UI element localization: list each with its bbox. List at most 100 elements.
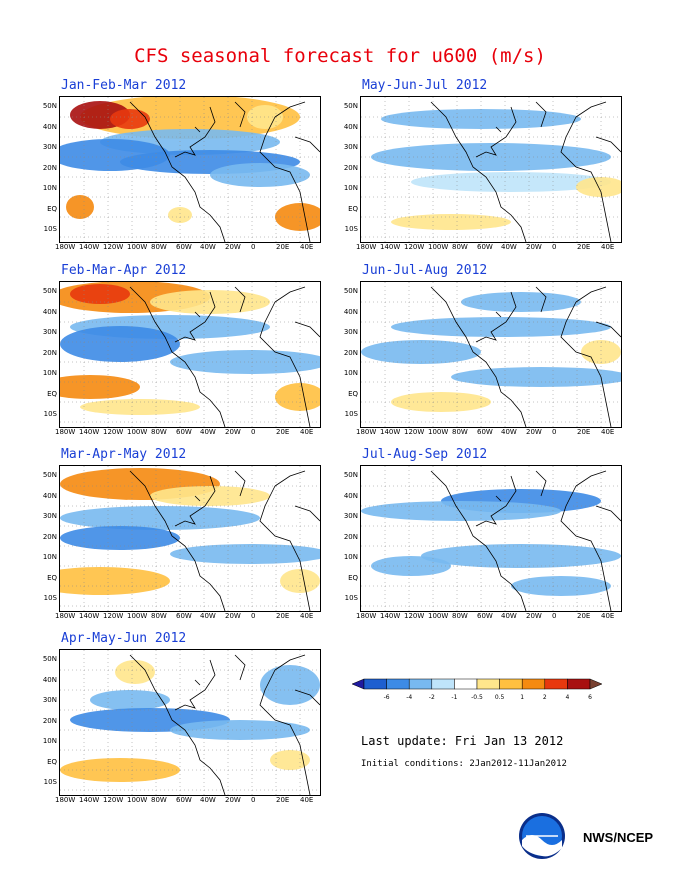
longitude-label: 80W <box>452 612 468 620</box>
longitude-label: 140W <box>380 428 401 436</box>
latitude-label: 50N <box>42 102 57 110</box>
longitude-label: 120W <box>404 243 425 251</box>
longitude-label: 20E <box>276 796 290 804</box>
longitude-label: 140W <box>79 243 100 251</box>
colorbar-segment <box>499 678 523 690</box>
latitude-label: 50N <box>42 655 57 663</box>
longitude-label: 100W <box>127 243 148 251</box>
longitude-label: 60W <box>176 428 192 436</box>
longitude-label: 60W <box>176 612 192 620</box>
longitude-label: 60W <box>477 428 493 436</box>
colorbar: -6 -4 -2 -1 -0.5 0.5 1 2 4 6 <box>351 677 632 707</box>
longitude-label: 20E <box>577 612 591 620</box>
panel-title: Jan-Feb-Mar 2012 <box>61 78 187 93</box>
latitude-label: 10S <box>43 594 57 602</box>
colorbar-label: 1 <box>520 694 524 701</box>
initial-conditions: Initial conditions: 2Jan2012-11Jan2012 <box>361 759 567 769</box>
panel-title: Jul-Aug-Sep 2012 <box>362 447 488 462</box>
noaa-logo <box>518 812 566 860</box>
longitude-label: 180W <box>55 428 76 436</box>
longitude-label: 20W <box>225 796 241 804</box>
longitude-label: 40W <box>501 243 517 251</box>
longitude-label: 120W <box>103 428 124 436</box>
latitude-label: 10N <box>42 184 57 192</box>
latitude-label: 40N <box>343 123 358 131</box>
longitude-label: 180W <box>55 243 76 251</box>
longitude-label: 80W <box>452 243 468 251</box>
colorbar-segment <box>386 678 410 690</box>
longitude-label: 80W <box>151 428 167 436</box>
colorbar-label: 4 <box>565 694 569 701</box>
longitude-label: 140W <box>380 612 401 620</box>
latitude-label: EQ <box>348 205 358 213</box>
colorbar-label: -4 <box>406 694 412 701</box>
longitude-label: 20W <box>225 612 241 620</box>
latitude-label: 30N <box>42 328 57 336</box>
longitude-label: 60W <box>477 243 493 251</box>
longitude-label: 80W <box>151 796 167 804</box>
longitude-label: 140W <box>380 243 401 251</box>
colorbar-segment <box>431 678 455 690</box>
latitude-label: 40N <box>42 308 57 316</box>
colorbar-segment <box>476 678 500 690</box>
latitude-label: 40N <box>42 676 57 684</box>
longitude-label: 40E <box>300 796 314 804</box>
latitude-label: 50N <box>343 471 358 479</box>
longitude-label: 0 <box>251 612 256 620</box>
colorbar-label: -2 <box>429 694 435 701</box>
longitude-label: 40E <box>300 243 314 251</box>
latitude-label: EQ <box>47 574 57 582</box>
longitude-label: 40W <box>200 612 216 620</box>
latitude-label: 10N <box>343 553 358 561</box>
latitude-label: 10S <box>43 778 57 786</box>
forecast-map <box>59 649 321 796</box>
latitude-label: 30N <box>343 143 358 151</box>
latitude-label: 30N <box>343 512 358 520</box>
longitude-label: 100W <box>428 428 449 436</box>
latitude-label: 30N <box>343 328 358 336</box>
panel-title: Feb-Mar-Apr 2012 <box>61 263 187 278</box>
longitude-label: 120W <box>404 428 425 436</box>
longitude-label: 180W <box>356 243 377 251</box>
longitude-label: 80W <box>452 428 468 436</box>
panel-title: May-Jun-Jul 2012 <box>362 78 488 93</box>
longitude-label: 60W <box>477 612 493 620</box>
longitude-label: 20E <box>276 428 290 436</box>
colorbar-graphic: -6 -4 -2 -1 -0.5 0.5 1 2 4 6 <box>351 678 603 701</box>
colorbar-label: -0.5 <box>471 694 483 701</box>
longitude-label: 40E <box>300 428 314 436</box>
colorbar-arrow-left <box>351 678 365 690</box>
latitude-label: 20N <box>343 349 358 357</box>
colorbar-segment <box>567 678 591 690</box>
panel-title: Jun-Jul-Aug 2012 <box>362 263 488 278</box>
longitude-label: 40E <box>300 612 314 620</box>
latitude-label: 50N <box>343 287 358 295</box>
longitude-label: 140W <box>79 796 100 804</box>
last-update: Last update: Fri Jan 13 2012 <box>361 734 564 748</box>
latitude-label: 40N <box>42 492 57 500</box>
longitude-label: 60W <box>176 796 192 804</box>
longitude-label: 80W <box>151 243 167 251</box>
longitude-label: 100W <box>428 243 449 251</box>
longitude-label: 180W <box>356 612 377 620</box>
longitude-label: 140W <box>79 612 100 620</box>
latitude-label: EQ <box>348 574 358 582</box>
latitude-label: EQ <box>47 205 57 213</box>
latitude-label: EQ <box>348 390 358 398</box>
panel-title: Mar-Apr-May 2012 <box>61 447 187 462</box>
longitude-label: 180W <box>55 612 76 620</box>
longitude-label: 120W <box>103 612 124 620</box>
longitude-label: 40W <box>501 428 517 436</box>
longitude-label: 40W <box>200 428 216 436</box>
longitude-label: 180W <box>356 428 377 436</box>
longitude-label: 20W <box>526 428 542 436</box>
longitude-label: 40E <box>601 428 615 436</box>
latitude-label: 10N <box>42 553 57 561</box>
agency-label: NWS/NCEP <box>583 830 654 845</box>
longitude-label: 120W <box>103 243 124 251</box>
page-title: CFS seasonal forecast for u600 (m/s) <box>134 45 546 67</box>
latitude-label: 10N <box>343 184 358 192</box>
forecast-map <box>59 281 321 428</box>
colorbar-label: -1 <box>451 694 457 701</box>
longitude-label: 20W <box>526 612 542 620</box>
